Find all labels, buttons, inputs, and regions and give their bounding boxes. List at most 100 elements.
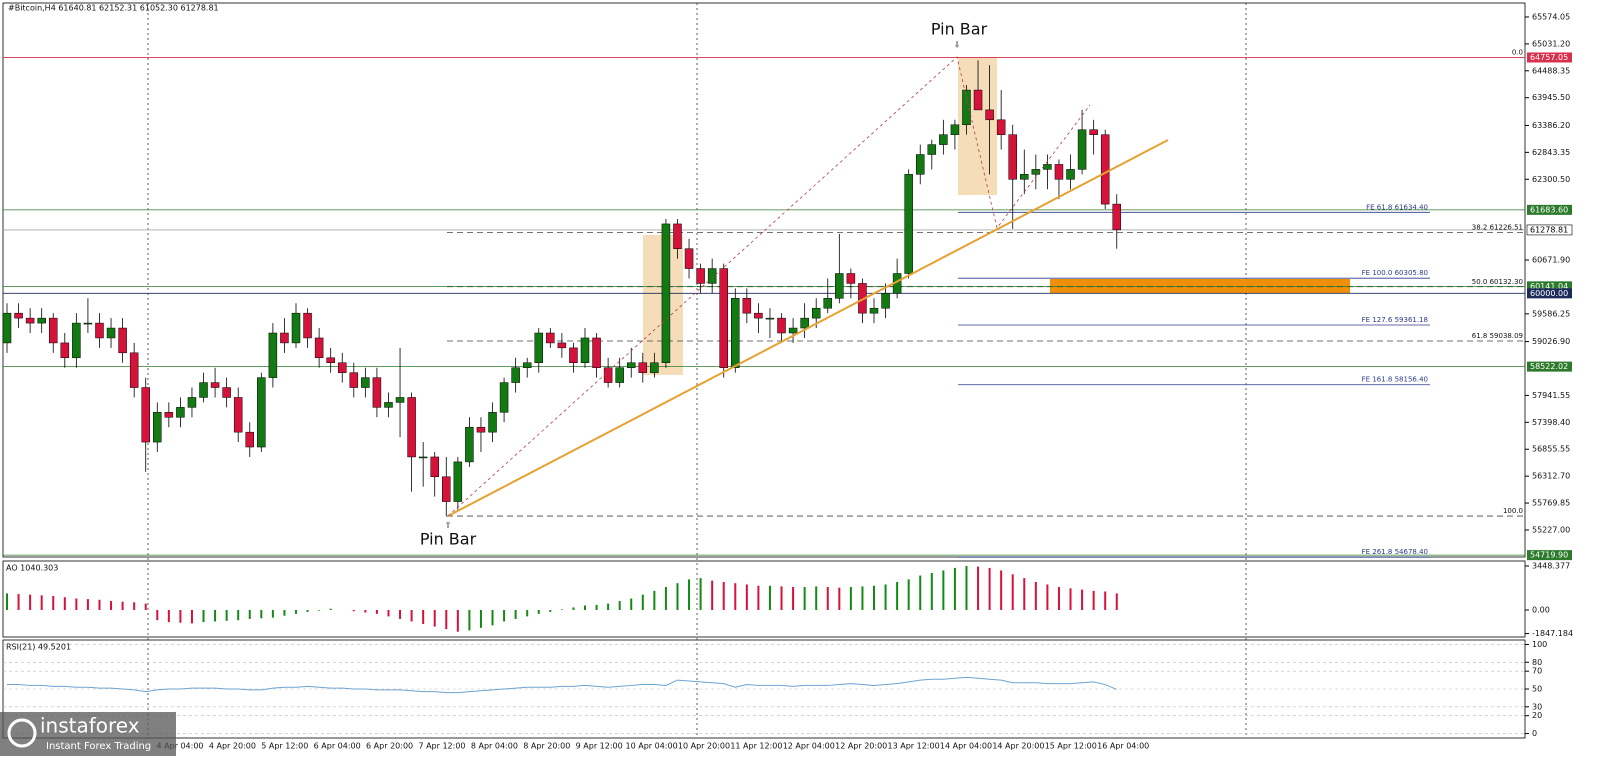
ao-bar <box>410 609 413 622</box>
candle-body <box>603 367 613 383</box>
ao-bar <box>306 609 309 612</box>
candle-body <box>522 362 532 368</box>
candle-body <box>615 367 624 383</box>
ao-bar <box>537 609 540 614</box>
x-tick-label: 8 Apr 20:00 <box>523 742 570 751</box>
ao-bar <box>780 586 783 610</box>
x-tick-label: 16 Apr 04:00 <box>1097 742 1149 751</box>
ao-bar <box>942 570 945 610</box>
candle-body <box>973 89 983 111</box>
candle-body <box>811 307 821 319</box>
ao-bar <box>144 603 147 610</box>
candle-body <box>326 357 335 363</box>
candle-body <box>222 387 231 398</box>
ao-bar <box>1000 570 1003 610</box>
ao-bar <box>792 587 795 610</box>
ao-bar <box>1104 591 1107 610</box>
ao-bar <box>422 609 425 625</box>
x-tick-label: 10 Apr 20:00 <box>678 742 730 751</box>
candle-body <box>187 397 197 408</box>
ao-bar <box>1115 593 1118 610</box>
ao-bar <box>202 609 205 623</box>
ao-bar <box>607 603 610 610</box>
y-tick-label: 55227.00 <box>1532 525 1570 534</box>
candle-body <box>557 342 567 349</box>
candle-body <box>881 293 890 309</box>
ao-bar <box>190 609 193 624</box>
x-tick-label: 6 Apr 20:00 <box>366 742 413 751</box>
price-tag <box>1527 281 1572 292</box>
x-tick-label: 12 Apr 04:00 <box>783 742 835 751</box>
highlight-box <box>958 57 997 195</box>
y-tick-label: 56312.70 <box>1532 472 1570 481</box>
ao-bar <box>560 609 563 610</box>
y-tick-label: 62843.35 <box>1532 148 1570 157</box>
candle-body <box>118 327 127 354</box>
ao-bar <box>214 609 217 622</box>
ao-bar <box>503 609 506 622</box>
candle-body <box>592 337 601 368</box>
candle-body <box>83 322 93 325</box>
candle-body <box>580 337 590 363</box>
candle-body <box>950 124 960 135</box>
ao-bar <box>399 609 402 619</box>
x-tick-label: 5 Apr 12:00 <box>261 742 308 751</box>
candle-body <box>280 332 289 344</box>
price-tag-label: 64757.05 <box>1530 53 1568 62</box>
ao-bar <box>98 599 101 610</box>
ao-bar <box>838 587 841 610</box>
ao-bar <box>595 604 598 610</box>
candle-body <box>453 461 463 502</box>
ao-bar <box>456 609 459 632</box>
candle-body <box>60 342 70 359</box>
ao-bar <box>283 609 286 616</box>
price-tag <box>1527 288 1572 299</box>
fib-label: 100.0 <box>1503 507 1523 515</box>
ao-bar <box>618 601 621 610</box>
ao-bar <box>977 566 980 610</box>
candle-body <box>1008 134 1017 180</box>
candle-body <box>395 397 405 403</box>
fib-label: 61.8 59038.09 <box>1472 332 1523 340</box>
candle-body <box>835 273 844 299</box>
ao-bar <box>526 609 529 617</box>
ao-bar <box>318 609 321 611</box>
candle-body <box>1100 134 1110 205</box>
y-tick-label: 63945.50 <box>1532 93 1570 102</box>
ao-bar <box>329 608 332 610</box>
ao-bar <box>815 586 818 610</box>
candle-body <box>25 317 35 324</box>
candle-body <box>661 223 671 363</box>
rsi-line <box>7 676 1117 694</box>
ao-bar <box>1069 588 1072 610</box>
x-tick-label: 14 Apr 20:00 <box>992 742 1044 751</box>
candle-body <box>534 332 544 363</box>
candle-body <box>257 377 266 448</box>
ao-bar <box>849 587 852 610</box>
price-tag <box>1527 361 1572 372</box>
candle-body <box>823 298 833 309</box>
candle-body <box>707 268 717 284</box>
fe-label: FE 261.8 54678.40 <box>1362 548 1428 556</box>
candle-body <box>650 362 659 373</box>
ao-bar <box>861 586 864 610</box>
price-tag-label: 61278.81 <box>1530 225 1568 234</box>
ao-bar <box>1011 574 1014 610</box>
y-tick-label: 70 <box>1532 667 1542 676</box>
ao-title: AO 1040.303 <box>6 564 58 573</box>
candle-body <box>1077 129 1087 170</box>
candle-body <box>153 412 162 443</box>
ao-bar <box>271 609 274 618</box>
arrow: ⇧ <box>445 521 452 530</box>
ao-bar <box>1081 589 1084 610</box>
ao-bar <box>953 567 956 610</box>
ao-bar <box>884 584 887 610</box>
ao-bar <box>491 609 494 626</box>
ao-bar <box>1034 581 1037 610</box>
ao-bar <box>6 593 8 610</box>
ao-bar <box>688 579 691 610</box>
candle-body <box>719 268 728 368</box>
candle-body <box>337 362 347 373</box>
candle-body <box>141 387 150 443</box>
y-tick-label: 30 <box>1532 702 1542 711</box>
